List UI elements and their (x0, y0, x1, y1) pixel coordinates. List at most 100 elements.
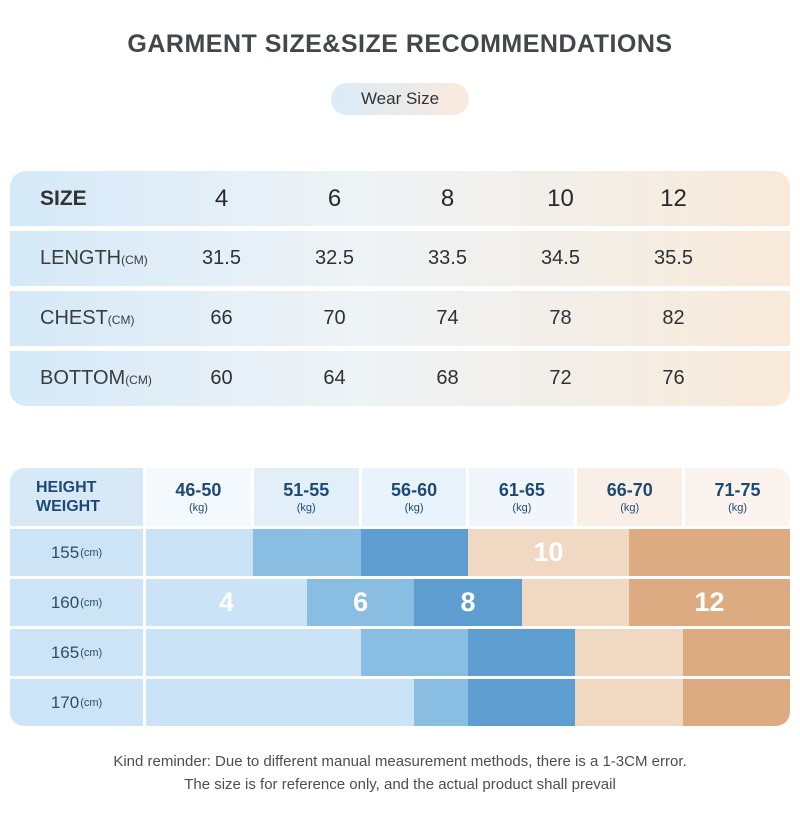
wear-size-badge: Wear Size (330, 83, 470, 115)
garment-size-value: 12 (660, 184, 687, 212)
weight-range-label: 56-60 (391, 480, 438, 500)
size-segment-10 (575, 629, 683, 676)
garment-size-value: 8 (440, 184, 455, 212)
size-number-label: 10 (533, 537, 564, 567)
garment-size-value: 82 (662, 307, 685, 329)
size-segment-6 (253, 529, 361, 576)
size-band (146, 629, 790, 676)
garment-size-values: 60 64 68 72 76 (165, 367, 790, 390)
garment-size-row-label: LENGTH(CM) (10, 247, 165, 270)
weight-header-cell: 66-70 (kg) (577, 468, 683, 526)
weight-header-cell: 51-55 (kg) (253, 468, 359, 526)
size-number-label: 6 (353, 587, 369, 617)
recommendation-header-row: HEIGHT WEIGHT 46-50 (kg) 51-55 (kg) 56-60 (kg) 6… (10, 468, 790, 526)
garment-size-value: 72 (549, 367, 572, 389)
garment-size-value: 76 (662, 367, 685, 389)
garment-size-value: 4 (214, 184, 229, 212)
size-segment-10: 10 (467, 529, 629, 576)
height-row-label: 165 (cm) (10, 629, 143, 676)
weight-range-label: 51-55 (283, 480, 330, 500)
garment-size-row-label: CHEST(CM) (10, 307, 165, 330)
height-row-label: 170 (cm) (10, 679, 143, 726)
size-segment-12: 12 (628, 579, 790, 626)
garment-size-values: 4 6 8 10 12 (165, 185, 790, 213)
footer-notes: Kind reminder: Due to different manual m… (0, 750, 800, 797)
size-segment-10 (575, 679, 683, 726)
size-number-label: 4 (218, 587, 235, 617)
recommendation-row: 165 (cm) (10, 629, 790, 676)
garment-size-row: BOTTOM(CM) 60 64 68 72 76 (10, 351, 790, 406)
weight-unit-label: (kg) (188, 502, 208, 514)
garment-size-row: LENGTH(CM) 31.5 32.5 33.5 34.5 35.5 (10, 231, 790, 286)
garment-size-value: 64 (323, 367, 346, 389)
height-value: 160 (50, 592, 80, 612)
height-value: 155 (50, 542, 80, 562)
height-row-label: 155 (cm) (10, 529, 143, 576)
size-segment-6 (414, 679, 468, 726)
garment-size-value: 60 (210, 367, 233, 389)
weight-range-label: 46-50 (175, 480, 222, 500)
row-label-text: CHEST (40, 307, 108, 329)
garment-size-value: 70 (323, 307, 346, 329)
size-segment-4: 4 (146, 579, 307, 626)
size-segment-8: 8 (414, 579, 522, 626)
weight-header-cell: 61-65 (kg) (469, 468, 575, 526)
size-segment-8 (467, 679, 576, 726)
height-row-label: 160 (cm) (10, 579, 143, 626)
size-number-label: 12 (694, 587, 725, 617)
garment-size-row: SIZE 4 6 8 10 12 (10, 171, 790, 226)
weight-header-cell: 56-60 (kg) (361, 468, 467, 526)
weight-header-cell: 71-75 (kg) (685, 468, 790, 526)
size-segment-4 (146, 629, 361, 676)
recommendation-row: 170 (cm) (10, 679, 790, 726)
size-segment-4 (146, 679, 415, 726)
size-segment-12 (628, 529, 790, 576)
size-recommendation-table: HEIGHT WEIGHT 46-50 (kg) 51-55 (kg) 56-60 (kg) 6… (10, 468, 790, 726)
height-value: 165 (50, 642, 80, 662)
weight-unit-label: (kg) (512, 502, 532, 514)
weight-unit-label: (kg) (404, 502, 424, 514)
row-label-unit: (CM) (125, 373, 152, 387)
size-segment-10 (521, 579, 629, 626)
row-label-unit: (CM) (107, 313, 135, 327)
recommendation-row: 160 (cm) 4 6 8 12 (10, 579, 790, 626)
size-band: 10 (146, 529, 790, 576)
weight-range-label: 71-75 (714, 480, 761, 500)
height-unit: (cm) (80, 546, 103, 559)
row-label-text: SIZE (40, 186, 87, 210)
size-segment-8 (360, 529, 468, 576)
size-chart-page: GARMENT SIZE&SIZE RECOMMENDATIONS Wear S… (0, 30, 800, 830)
size-band (146, 679, 790, 726)
garment-size-value: 32.5 (315, 247, 354, 269)
garment-size-value: 33.5 (428, 247, 467, 269)
garment-size-values: 31.5 32.5 33.5 34.5 35.5 (165, 247, 790, 270)
garment-size-value: 66 (210, 307, 233, 329)
size-band: 4 6 8 12 (146, 579, 790, 626)
size-segment-6 (360, 629, 468, 676)
garment-size-value: 10 (547, 184, 574, 212)
page-title: GARMENT SIZE&SIZE RECOMMENDATIONS (127, 30, 673, 58)
note-line-1: Kind reminder: Due to different manual m… (113, 753, 687, 770)
weight-range-label: 61-65 (498, 480, 545, 500)
weight-unit-label: (kg) (296, 502, 316, 514)
garment-size-value: 31.5 (202, 247, 241, 269)
garment-size-value: 78 (549, 307, 572, 329)
weight-unit-label: (kg) (620, 502, 640, 514)
weight-range-label: 66-70 (606, 480, 653, 500)
height-unit: (cm) (80, 696, 103, 709)
corner-line-height: HEIGHT (36, 478, 97, 496)
size-segment-12 (682, 629, 790, 676)
size-segment-8 (467, 629, 576, 676)
garment-size-values: 66 70 74 78 82 (165, 307, 790, 330)
weight-unit-label: (kg) (728, 502, 748, 514)
corner-line-weight: WEIGHT (36, 498, 100, 515)
garment-size-row-label: SIZE (10, 187, 165, 211)
height-unit: (cm) (80, 646, 103, 659)
garment-size-row-label: BOTTOM(CM) (10, 367, 165, 390)
weight-header-cell: 46-50 (kg) (146, 468, 251, 526)
size-segment-4 (146, 529, 254, 576)
garment-size-table: SIZE 4 6 8 10 12 LENGTH(CM) 31.5 32.5 33.5 34.5 35.… (10, 171, 790, 406)
recommendation-row: 155 (cm) 10 (10, 529, 790, 576)
size-segment-6: 6 (307, 579, 415, 626)
garment-size-value: 74 (436, 307, 459, 329)
